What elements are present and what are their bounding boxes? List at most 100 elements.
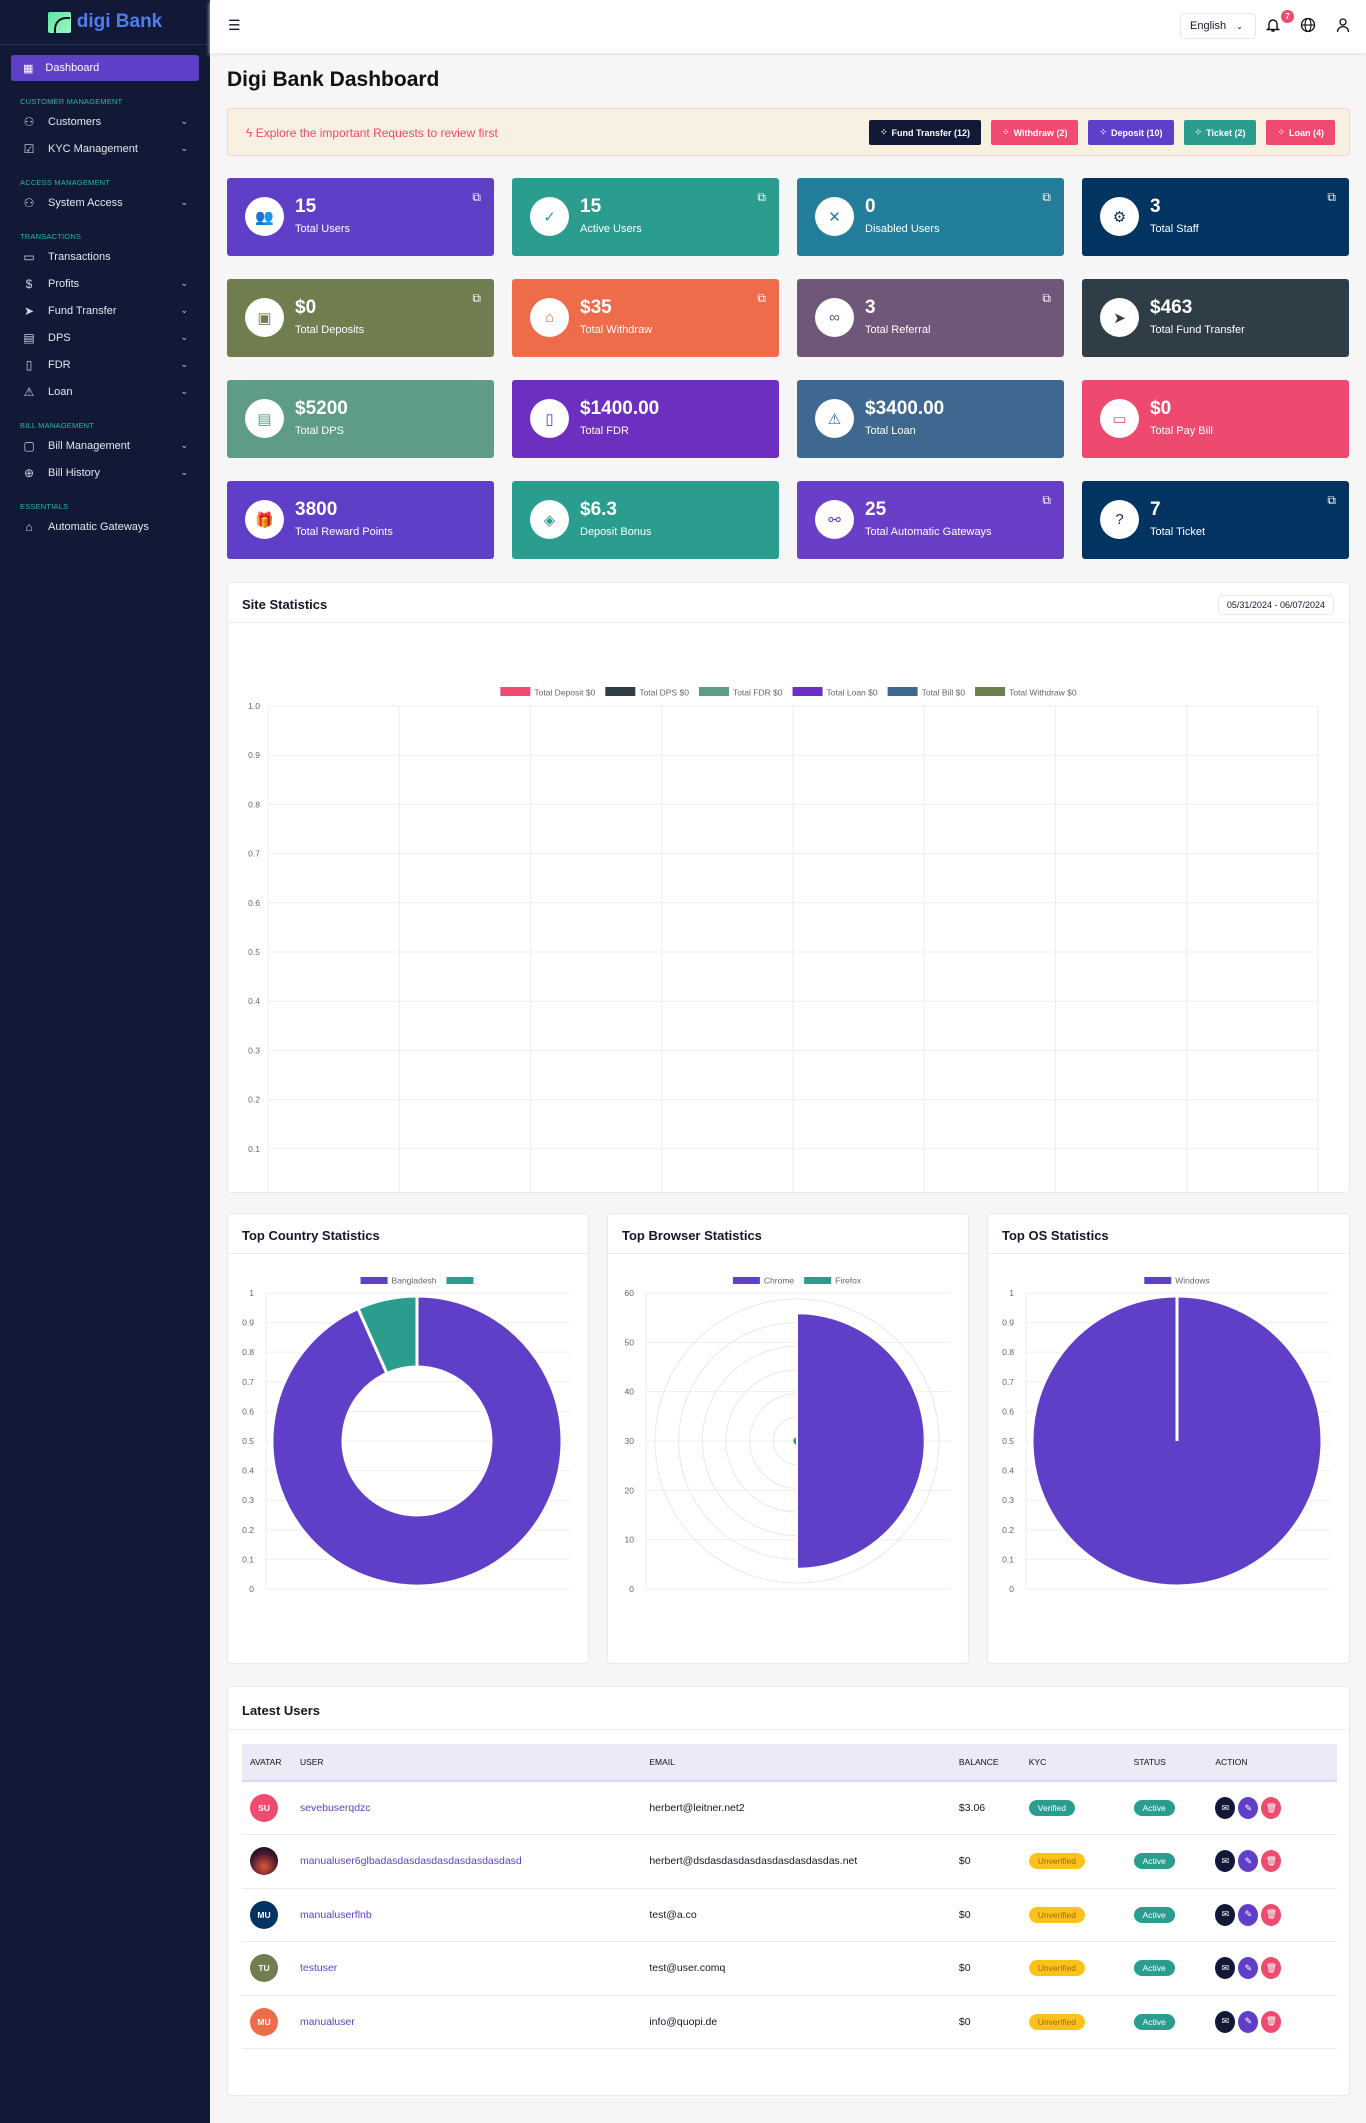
brand-logo[interactable]: digi Bank	[0, 0, 210, 45]
request-button[interactable]: ⁘ Withdraw (2)	[991, 120, 1079, 145]
stat-card-total-fund-transfer[interactable]: ➤ $463 Total Fund Transfer	[1082, 279, 1349, 357]
table-row: MU manualuser info@quopi.de $0 Unverified Act…	[242, 1995, 1337, 2049]
request-button[interactable]: ⁘ Deposit (10)	[1088, 120, 1174, 145]
sidebar-item-bill-management[interactable]: ▢ Bill Management ⌄	[0, 432, 210, 459]
user-icon[interactable]	[1335, 17, 1351, 33]
mail-button[interactable]: ✉	[1215, 1903, 1236, 1926]
sidebar-item-loan[interactable]: ⚠ Loan ⌄	[0, 378, 210, 405]
sidebar-item-customers[interactable]: ⚇ Customers ⌄	[0, 108, 210, 135]
edit-button[interactable]: ✎	[1238, 2010, 1259, 2033]
polar-segment-chrome[interactable]	[796, 1312, 926, 1570]
user-email: herbert@leitner.net2	[649, 1802, 745, 1814]
language-select[interactable]: English ⌄	[1180, 13, 1256, 39]
user-link[interactable]: manualuserflnb	[299, 1908, 372, 1921]
pie-slice[interactable]	[270, 1294, 564, 1588]
stat-card-total-users[interactable]: 👥 15 Total Users ⧉	[227, 178, 494, 256]
bell-icon[interactable]	[1265, 17, 1281, 33]
sidebar-item-dps[interactable]: ▤ DPS ⌄	[0, 324, 210, 351]
dollar-icon: $	[25, 276, 33, 291]
external-link-icon[interactable]: ⧉	[1042, 190, 1051, 204]
trash-button[interactable]: 🗑︎	[1261, 2010, 1282, 2033]
mail-button[interactable]: ✉	[1215, 1797, 1236, 1819]
user-link[interactable]: testuser	[299, 1962, 338, 1975]
external-link-icon[interactable]: ⧉	[472, 291, 481, 305]
sidebar-item-fund-transfer[interactable]: ➤ Fund Transfer ⌄	[0, 297, 210, 324]
globe-icon[interactable]	[1300, 17, 1316, 33]
edit-button[interactable]: ✎	[1238, 1850, 1259, 1873]
box-icon: ◈	[530, 500, 569, 539]
y-tick-label: 50	[625, 1337, 635, 1347]
sidebar-item-profits[interactable]: $ Profits ⌄	[0, 270, 210, 297]
stat-card-deposit-bonus[interactable]: ◈ $6.3 Deposit Bonus	[512, 481, 779, 559]
sidebar-item-label: Fund Transfer	[48, 304, 117, 317]
stat-card-total-referral[interactable]: ∞ 3 Total Referral ⧉	[797, 279, 1064, 357]
request-button-label: Ticket (2)	[1206, 127, 1246, 138]
stat-card-total-fdr[interactable]: ▯ $1400.00 Total FDR	[512, 380, 779, 458]
legend-swatch	[1144, 1277, 1172, 1284]
chevron-down-icon: ⌄	[180, 305, 188, 315]
trash-button[interactable]: 🗑︎	[1261, 1850, 1282, 1873]
stat-card-total-automatic-gateways[interactable]: ⚯ 25 Total Automatic Gateways ⧉	[797, 481, 1064, 559]
stat-card-total-ticket[interactable]: ? 7 Total Ticket ⧉	[1082, 481, 1349, 559]
stat-card-active-users[interactable]: ✓ 15 Active Users ⧉	[512, 178, 779, 256]
edit-icon: ✎	[1244, 2016, 1253, 2027]
legend-label: Firefox	[835, 1276, 862, 1286]
stat-card-total-pay-bill[interactable]: ▭ $0 Total Pay Bill	[1082, 380, 1349, 458]
external-link-icon[interactable]: ⧉	[472, 190, 481, 204]
external-link-icon[interactable]: ⧉	[1327, 190, 1336, 204]
external-link-icon[interactable]: ⧉	[1042, 291, 1051, 305]
mail-icon: ✉	[1221, 1855, 1230, 1866]
mail-button[interactable]: ✉	[1215, 1850, 1236, 1873]
user-link[interactable]: sevebuserqdzc	[299, 1802, 371, 1814]
stat-card-total-deposits[interactable]: ▣ $0 Total Deposits ⧉	[227, 279, 494, 357]
sidebar-item-kyc-management[interactable]: ☑ KYC Management ⌄	[0, 135, 210, 162]
sidebar-item-label: DPS	[48, 331, 71, 344]
user-link[interactable]: manualuser	[299, 2015, 355, 2028]
sidebar-item-transactions[interactable]: ▭ Transactions	[0, 243, 210, 270]
trash-button[interactable]: 🗑︎	[1261, 1797, 1282, 1819]
link-icon: ∞	[815, 298, 854, 337]
sidebar-item-automatic-gateways[interactable]: ⌂ Automatic Gateways	[0, 513, 210, 540]
sidebar-item-dashboard[interactable]: ▦ Dashboard	[11, 55, 199, 81]
sidebar-item-label: Customers	[48, 115, 102, 128]
stat-card-total-loan[interactable]: ⚠ $3400.00 Total Loan	[797, 380, 1064, 458]
user-link[interactable]: manualuser6glbadasdasdasdasdasdasdasdasd	[299, 1855, 522, 1868]
edit-button[interactable]: ✎	[1238, 1957, 1259, 1980]
trash-icon: 🗑︎	[1265, 1855, 1278, 1866]
stat-card-total-staff[interactable]: ⚙ 3 Total Staff ⧉	[1082, 178, 1349, 256]
request-button[interactable]: ⁘ Loan (4)	[1266, 120, 1335, 145]
mail-button[interactable]: ✉	[1215, 1957, 1236, 1980]
date-range-picker[interactable]: 05/31/2024 - 06/07/2024	[1217, 595, 1334, 615]
book-icon: ▯	[530, 399, 569, 438]
edit-button[interactable]: ✎	[1238, 1903, 1259, 1926]
sidebar-item-fdr[interactable]: ▯ FDR ⌄	[0, 351, 210, 378]
stat-card-disabled-users[interactable]: ✕ 0 Disabled Users ⧉	[797, 178, 1064, 256]
chevron-down-icon: ⌄	[180, 116, 188, 126]
external-link-icon[interactable]: ⧉	[1327, 493, 1336, 507]
external-link-icon[interactable]: ⧉	[757, 291, 766, 305]
menu-toggle-icon[interactable]: ☰	[228, 17, 241, 33]
pie-slice[interactable]	[356, 1294, 419, 1375]
sidebar-item-system-access[interactable]: ⚇ System Access ⌄	[0, 189, 210, 216]
request-button[interactable]: ⁘ Fund Transfer (12)	[868, 120, 982, 145]
external-link-icon[interactable]: ⧉	[1042, 493, 1051, 507]
polar-segment-firefox[interactable]	[791, 1435, 798, 1447]
stat-card-total-reward-points[interactable]: 🎁 3800 Total Reward Points	[227, 481, 494, 559]
user-email: test@user.comq	[649, 1962, 726, 1975]
edit-button[interactable]: ✎	[1238, 1797, 1259, 1819]
request-button[interactable]: ⁘ Ticket (2)	[1183, 120, 1257, 145]
user-x-icon: ✕	[815, 197, 854, 236]
trash-button[interactable]: 🗑︎	[1261, 1903, 1282, 1926]
stat-card-total-withdraw[interactable]: ⌂ $35 Total Withdraw ⧉	[512, 279, 779, 357]
legend-label: Total Bill $0	[922, 688, 966, 698]
stat-label: Total Automatic Gateways	[865, 526, 992, 538]
download-circle-icon: ⊕	[23, 465, 35, 480]
sidebar-item-bill-history[interactable]: ⊕ Bill History ⌄	[0, 459, 210, 486]
status-badge: Active	[1133, 2013, 1175, 2030]
mail-button[interactable]: ✉	[1215, 2010, 1236, 2033]
y-tick-label: 0.4	[248, 996, 260, 1006]
external-link-icon[interactable]: ⧉	[757, 190, 766, 204]
stat-card-total-dps[interactable]: ▤ $5200 Total DPS	[227, 380, 494, 458]
trash-button[interactable]: 🗑︎	[1261, 1957, 1282, 1980]
stat-label: Total Reward Points	[295, 526, 393, 538]
